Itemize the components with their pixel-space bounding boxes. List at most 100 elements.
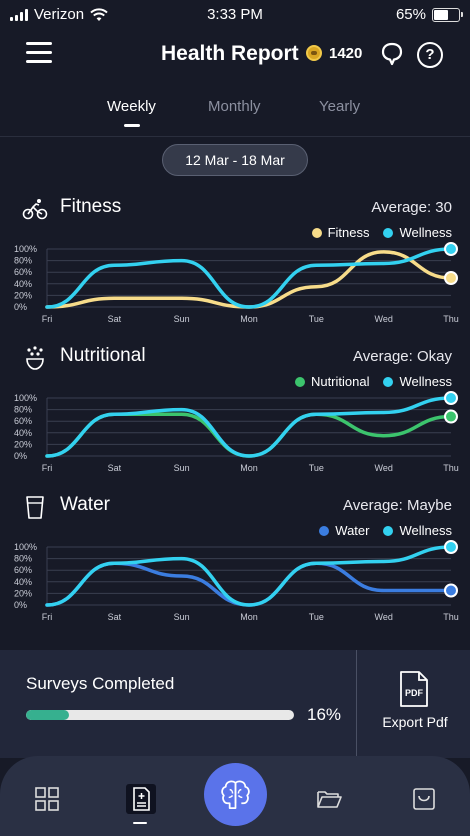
fitness-legend: Fitness Wellness bbox=[311, 225, 452, 240]
folder-icon[interactable] bbox=[316, 786, 342, 812]
food-icon bbox=[26, 346, 44, 370]
x-tick-label: Mon bbox=[240, 463, 258, 473]
tabs-divider bbox=[0, 136, 470, 137]
fitness-chart: 100% 80%60% 40%20% 0% Fri Sat Sun Mon Tue Wed Thu bbox=[14, 242, 459, 324]
brain-button[interactable] bbox=[204, 763, 267, 826]
report-icon[interactable] bbox=[125, 783, 157, 815]
app-header: Health Report 1420 ? bbox=[0, 34, 470, 76]
export-pdf-button[interactable]: PDF Export Pdf bbox=[360, 664, 470, 748]
pdf-icon: PDF bbox=[400, 671, 428, 707]
legend-label: Wellness bbox=[399, 523, 452, 538]
menu-button[interactable] bbox=[26, 42, 52, 64]
page-title: Health Report bbox=[161, 42, 299, 65]
water-legend: Water Wellness bbox=[319, 523, 452, 538]
series-end-point-wellness bbox=[444, 242, 458, 256]
help-button[interactable]: ? bbox=[417, 42, 443, 68]
y-tick-label: 40% bbox=[14, 577, 32, 587]
y-tick-label: 80% bbox=[14, 256, 32, 266]
tab-monthly[interactable]: Monthly bbox=[208, 98, 261, 115]
tab-yearly[interactable]: Yearly bbox=[319, 98, 361, 115]
surveys-label: Surveys Completed bbox=[26, 674, 175, 693]
clock: 3:33 PM bbox=[207, 6, 263, 23]
y-tick-label: 40% bbox=[14, 428, 32, 438]
panel-divider bbox=[356, 650, 357, 758]
carrier: Verizon bbox=[10, 6, 108, 23]
x-tick-label: Sun bbox=[174, 314, 190, 324]
water-average: Average: Maybe bbox=[343, 497, 452, 514]
y-tick-label: 0% bbox=[14, 600, 27, 610]
inbox-icon[interactable] bbox=[411, 786, 437, 812]
legend-item: Wellness bbox=[383, 374, 452, 389]
series-end-point-nutritional bbox=[444, 409, 458, 424]
x-tick-label: Sun bbox=[174, 463, 190, 473]
brain-icon bbox=[221, 780, 250, 809]
series-end-point-wellness bbox=[444, 391, 458, 405]
y-tick-label: 0% bbox=[14, 302, 27, 312]
date-range-selector[interactable]: 12 Mar - 18 Mar bbox=[162, 144, 308, 176]
nutritional-chart: 100% 80%60% 40%20% 0% Fri Sat Sun Mon Tue Wed Thu bbox=[14, 391, 459, 473]
battery-icon bbox=[432, 7, 463, 22]
status-bar: Verizon 3:33 PM 65% bbox=[0, 0, 470, 30]
y-tick-label: 100% bbox=[14, 244, 37, 254]
x-tick-label: Sat bbox=[108, 612, 122, 622]
surveys-progress-percent: 16% bbox=[307, 705, 342, 724]
glass-icon bbox=[26, 496, 44, 519]
fitness-section: Fitness Average: 30 Fitness Wellness 100… bbox=[0, 192, 470, 332]
x-tick-label: Mon bbox=[240, 612, 258, 622]
legend-dot bbox=[383, 227, 394, 238]
series-line-wellness bbox=[45, 247, 453, 309]
period-tabs: Weekly Monthly Yearly bbox=[0, 96, 470, 128]
x-tick-label: Wed bbox=[374, 612, 392, 622]
series-end-point-water bbox=[444, 583, 458, 598]
battery-status: 65% bbox=[395, 6, 463, 23]
legend-item: Wellness bbox=[383, 523, 452, 538]
coin-icon bbox=[306, 45, 322, 61]
chat-bubble-icon[interactable] bbox=[380, 41, 404, 69]
series-end-point-wellness bbox=[444, 540, 458, 554]
x-tick-label: Sat bbox=[108, 463, 122, 473]
signal-icon bbox=[10, 8, 28, 21]
y-tick-label: 60% bbox=[14, 565, 32, 575]
x-tick-label: Tue bbox=[309, 314, 324, 324]
x-tick-label: Thu bbox=[443, 314, 459, 324]
x-tick-label: Fri bbox=[42, 463, 53, 473]
nutritional-title: Nutritional bbox=[60, 345, 146, 366]
legend-label: Nutritional bbox=[310, 374, 370, 389]
y-tick-label: 60% bbox=[14, 267, 32, 277]
surveys-panel: Surveys Completed 16% PDF Export Pdf bbox=[0, 650, 470, 758]
tab-weekly[interactable]: Weekly bbox=[107, 98, 156, 127]
series-line-nutritional bbox=[45, 412, 453, 458]
coin-count: 1420 bbox=[329, 45, 363, 62]
legend-label: Water bbox=[335, 523, 370, 538]
legend-dot bbox=[383, 376, 394, 387]
y-tick-label: 80% bbox=[14, 554, 32, 564]
y-tick-label: 60% bbox=[14, 416, 32, 426]
fitness-average: Average: 30 bbox=[371, 199, 452, 216]
fitness-title: Fitness bbox=[60, 196, 122, 217]
x-tick-label: Wed bbox=[374, 463, 392, 473]
legend-item: Fitness bbox=[311, 225, 370, 240]
legend-label: Wellness bbox=[399, 374, 452, 389]
grid-icon[interactable] bbox=[34, 786, 60, 812]
battery-percent: 65% bbox=[395, 6, 426, 23]
legend-label: Fitness bbox=[327, 225, 370, 240]
water-chart: 100% 80%60% 40%20% 0% Fri Sat Sun Mon Tue Wed Thu bbox=[14, 540, 459, 622]
svg-text:PDF: PDF bbox=[405, 688, 424, 698]
x-tick-label: Wed bbox=[374, 314, 392, 324]
x-tick-label: Tue bbox=[309, 463, 324, 473]
wifi-icon bbox=[90, 7, 108, 21]
y-tick-label: 100% bbox=[14, 393, 37, 403]
surveys-progress-bar bbox=[26, 710, 294, 720]
x-tick-label: Mon bbox=[240, 314, 258, 324]
y-tick-label: 20% bbox=[14, 439, 32, 449]
legend-item: Water bbox=[319, 523, 369, 538]
water-section: Water Average: Maybe Water Wellness 100%… bbox=[0, 490, 470, 630]
y-tick-label: 20% bbox=[14, 588, 32, 598]
carrier-name: Verizon bbox=[34, 6, 85, 23]
nutritional-average: Average: Okay bbox=[353, 348, 452, 365]
bottom-tab-bar bbox=[0, 756, 470, 836]
water-title: Water bbox=[60, 494, 110, 515]
x-tick-label: Tue bbox=[309, 612, 324, 622]
x-tick-label: Thu bbox=[443, 463, 459, 473]
nutritional-section: Nutritional Average: Okay Nutritional We… bbox=[0, 341, 470, 481]
